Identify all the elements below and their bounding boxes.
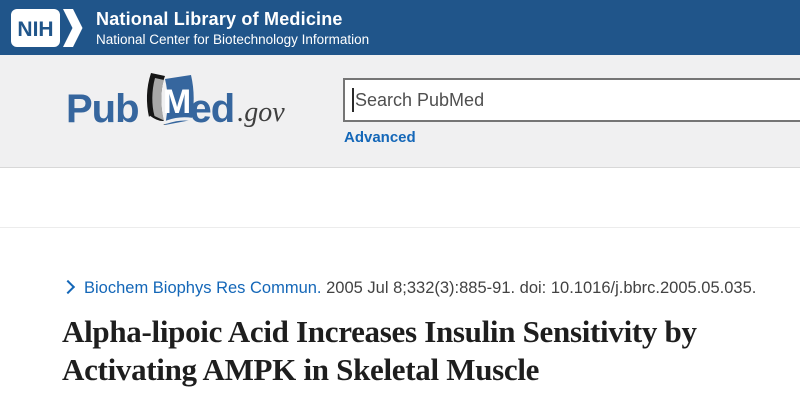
pubmed-logo-m-text: M bbox=[162, 83, 190, 121]
advanced-search-link[interactable]: Advanced bbox=[344, 129, 416, 146]
nih-logo-chevron bbox=[63, 8, 83, 47]
pubmed-book-icon: M bbox=[146, 73, 194, 125]
pubmed-logo-ed-text: ed bbox=[189, 87, 236, 131]
nih-logo-icon[interactable]: NIH bbox=[10, 8, 84, 48]
chevron-right-icon[interactable] bbox=[60, 279, 76, 295]
citation-line: Biochem Biophys Res Commun. 2005 Jul 8;3… bbox=[60, 279, 757, 298]
ncbi-home-link[interactable]: National Center for Biotechnology Inform… bbox=[96, 31, 370, 47]
nih-top-bar: NIH National Library of Medicine Nationa… bbox=[0, 0, 800, 55]
pubmed-logo-pub-text: Pub bbox=[66, 87, 140, 131]
pubmed-logo-link[interactable]: Pub M ed .gov bbox=[66, 72, 285, 129]
nav-divider bbox=[0, 168, 800, 228]
nih-logo-text: NIH bbox=[17, 18, 53, 41]
pubmed-logo-gov-text: .gov bbox=[237, 97, 285, 128]
search-input[interactable] bbox=[345, 80, 800, 120]
citation-details: 2005 Jul 8;332(3):885-91. doi: 10.1016/j… bbox=[326, 279, 757, 297]
article-title-line2: Activating AMPK in Skeletal Muscle bbox=[62, 352, 540, 387]
text-caret bbox=[352, 88, 354, 112]
nlm-home-link[interactable]: National Library of Medicine bbox=[96, 8, 343, 29]
search-box bbox=[343, 78, 800, 122]
article-title-line1: Alpha-lipoic Acid Increases Insulin Sens… bbox=[62, 314, 697, 349]
journal-link[interactable]: Biochem Biophys Res Commun. bbox=[84, 279, 322, 297]
article-title: Alpha-lipoic Acid Increases Insulin Sens… bbox=[62, 313, 792, 389]
nih-org-block: National Library of Medicine National Ce… bbox=[96, 9, 369, 47]
pubmed-header: Pub M ed .gov Advanced bbox=[0, 55, 800, 168]
